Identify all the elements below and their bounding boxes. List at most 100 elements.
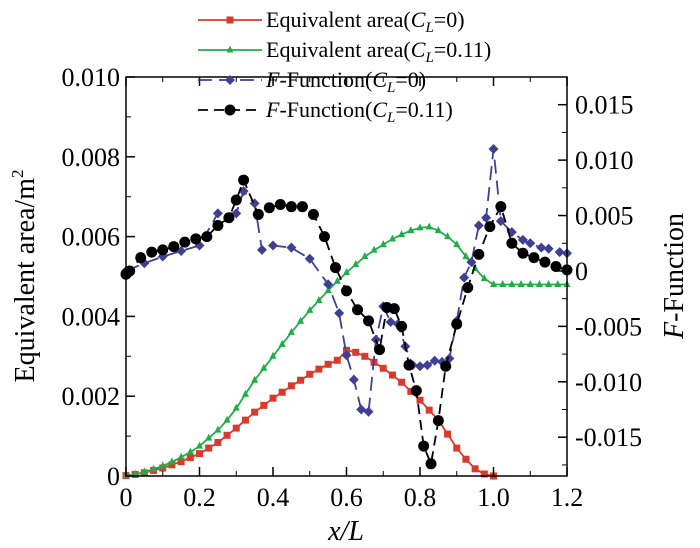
data-point-circle (388, 303, 400, 315)
x-tick-label: 0 (120, 483, 133, 512)
data-point-square (407, 387, 415, 395)
series-4 (120, 174, 573, 470)
data-point-circle (212, 220, 224, 232)
data-point-circle (410, 385, 422, 397)
y-right-tick-label: -0.005 (575, 312, 642, 341)
data-point-triangle (535, 279, 543, 287)
data-point-circle (135, 252, 147, 264)
data-point-circle (223, 212, 235, 224)
data-point-square (226, 16, 234, 24)
data-point-circle (146, 246, 158, 258)
data-point-square (379, 364, 387, 372)
data-point-diamond (488, 144, 499, 155)
data-point-diamond (268, 240, 278, 251)
data-point-triangle (223, 415, 231, 423)
data-point-triangle (444, 232, 452, 240)
x-tick-label: 0.4 (257, 483, 290, 512)
data-point-circle (285, 201, 297, 213)
data-point-triangle (324, 285, 332, 293)
data-point-circle (506, 237, 518, 249)
data-point-circle (124, 265, 136, 277)
data-point-diamond (473, 220, 484, 231)
data-point-diamond (543, 243, 554, 254)
data-point-triangle (370, 245, 378, 253)
y-left-tick-label: 0.008 (62, 143, 121, 172)
data-point-circle (179, 236, 191, 248)
data-point-triangle (278, 339, 286, 347)
x-tick-label: 0.8 (404, 483, 437, 512)
data-point-circle (341, 285, 352, 297)
data-point-circle (318, 231, 330, 243)
data-point-circle (352, 304, 364, 316)
data-point-circle (440, 360, 452, 372)
data-point-square (196, 450, 203, 458)
data-point-triangle (490, 279, 497, 287)
data-point-square (177, 458, 185, 466)
data-point-square (278, 388, 286, 396)
data-point-diamond (348, 374, 359, 385)
data-point-circle (473, 248, 485, 260)
data-point-square (471, 465, 479, 473)
data-point-circle (484, 221, 496, 233)
data-point-diamond (323, 279, 334, 290)
data-point-square (388, 371, 396, 379)
y-left-tick-label: 0.006 (62, 223, 121, 252)
data-point-square (186, 454, 194, 462)
data-point-square (453, 444, 461, 452)
y-right-tick-label: -0.015 (575, 423, 642, 452)
data-point-triangle (186, 447, 194, 455)
data-point-triangle (388, 234, 396, 242)
legend-entry-2: Equivalent area(CL=0.11) (198, 37, 491, 66)
data-point-triangle (434, 226, 442, 234)
data-point-triangle (287, 327, 295, 335)
data-point-circle (539, 256, 551, 268)
data-point-circle (307, 208, 319, 220)
data-point-diamond (466, 257, 477, 268)
data-point-square (251, 408, 259, 416)
data-point-triangle (196, 441, 203, 449)
data-point-diamond (286, 242, 297, 253)
data-point-triangle (526, 279, 534, 287)
data-point-square (232, 424, 240, 432)
x-tick-label: 1.2 (551, 483, 584, 512)
data-point-square (287, 382, 295, 390)
data-point-triangle (416, 223, 424, 231)
data-point-triangle (150, 464, 158, 472)
data-point-circle (432, 415, 444, 427)
data-point-circle (363, 315, 375, 327)
series-3 (121, 144, 572, 417)
data-point-triangle (306, 305, 314, 313)
data-point-triangle (131, 469, 139, 477)
data-point-diamond (422, 360, 433, 371)
data-point-triangle (453, 240, 461, 248)
y-right-tick-label: -0.010 (575, 368, 642, 397)
data-point-square (324, 360, 332, 368)
x-tick-label: 0.2 (183, 483, 216, 512)
y-axis-title-right: F-Function (659, 213, 690, 340)
data-point-circle (201, 231, 213, 243)
data-point-diamond (334, 308, 345, 319)
data-point-triangle (545, 279, 553, 287)
data-point-diamond (212, 208, 223, 219)
data-point-circle (263, 202, 275, 214)
data-point-square (480, 470, 488, 478)
data-point-triangle (361, 252, 369, 260)
data-point-triangle (315, 295, 323, 303)
data-point-triangle (508, 279, 516, 287)
data-point-diamond (429, 355, 440, 366)
data-point-triangle (343, 268, 350, 276)
data-point-circle (418, 440, 430, 452)
series-2 (122, 222, 571, 479)
data-point-square (241, 416, 249, 424)
data-point-triangle (260, 363, 268, 371)
data-point-circle (230, 194, 242, 206)
data-point-diamond (415, 361, 425, 372)
y-left-tick-label: 0 (107, 462, 120, 491)
data-point-triangle (140, 467, 148, 475)
data-point-triangle (517, 279, 525, 287)
data-point-circle (190, 233, 202, 245)
data-point-diamond (225, 75, 235, 85)
data-point-diamond (459, 272, 470, 283)
series-line (125, 148, 568, 413)
legend-entry-1: Equivalent area(CL=0) (198, 7, 465, 36)
